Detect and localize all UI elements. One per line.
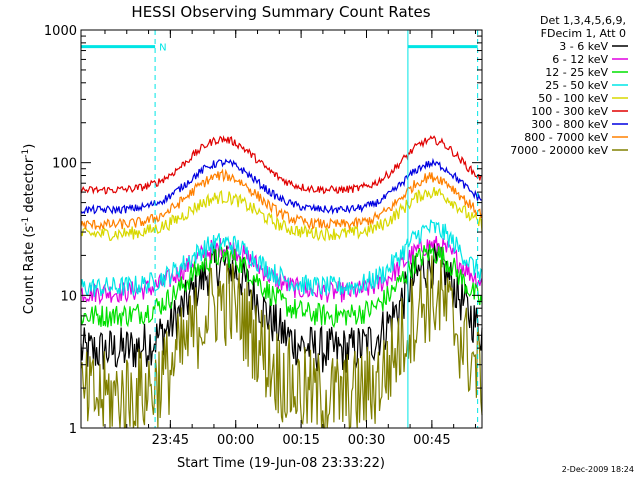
x-tick-label-5: 00:45 [413,433,450,448]
y-tick-label-4: 1000 [44,24,77,39]
plot-frame [80,29,483,429]
legend-label-3: 12 - 25 keV [545,66,608,79]
series-line-1 [80,242,483,373]
series-line-4 [80,219,483,297]
series-line-6 [80,135,483,195]
legend-header-2: FDecim 1, Att 0 [541,27,626,40]
y-axis-label-sup1: -1 [21,217,31,226]
legend-label-1: 3 - 6 keV [559,40,608,53]
legend: Det 1,3,4,5,6,9,FDecim 1, Att 03 - 6 keV… [510,14,628,157]
legend-label-4: 25 - 50 keV [545,79,608,92]
y-axis-label-end: ) [22,144,37,149]
series-line-2 [80,235,483,306]
y-axis-label-main: Count Rate (s [22,226,37,315]
y-axis-label: Count Rate (s-1 detector-1) [21,144,37,315]
x-tick-label-4: 00:30 [348,433,385,448]
x-axis-label: Start Time (19-Jun-08 23:33:22) [177,456,385,471]
night-label: N [159,43,166,54]
legend-label-9: 7000 - 20000 keV [510,144,608,157]
series-line-9 [80,255,483,430]
y-axis-label-sup2: -1 [21,149,31,158]
x-tick-label-1: 23:45 [152,433,189,448]
series-layer [80,135,483,430]
x-tick-label-2: 00:00 [217,433,254,448]
timestamp: 2-Dec-2009 18:24 [562,465,634,474]
chart-title: HESSI Observing Summary Count Rates [131,3,430,21]
legend-label-8: 800 - 7000 keV [524,131,608,144]
legend-label-5: 50 - 100 keV [538,92,608,105]
legend-label-2: 6 - 12 keV [552,53,608,66]
y-tick-label-3: 100 [52,157,77,172]
plot-area: N [80,29,483,430]
series-line-8 [80,168,483,232]
series-line-3 [80,242,483,328]
axis-layer: 23:45 00:00 00:15 00:30 00:45 1 10 100 1000 [44,24,482,448]
series-line-7 [80,157,483,216]
series-line-5 [80,186,483,242]
x-tick-label-3: 00:15 [282,433,319,448]
y-tick-label-2: 10 [60,289,77,304]
legend-header-1: Det 1,3,4,5,6,9, [540,14,626,27]
legend-label-7: 300 - 800 keV [531,118,608,131]
y-tick-label-1: 1 [69,422,77,437]
y-axis-label-mid: detector [22,157,37,217]
legend-label-6: 100 - 300 keV [531,105,608,118]
